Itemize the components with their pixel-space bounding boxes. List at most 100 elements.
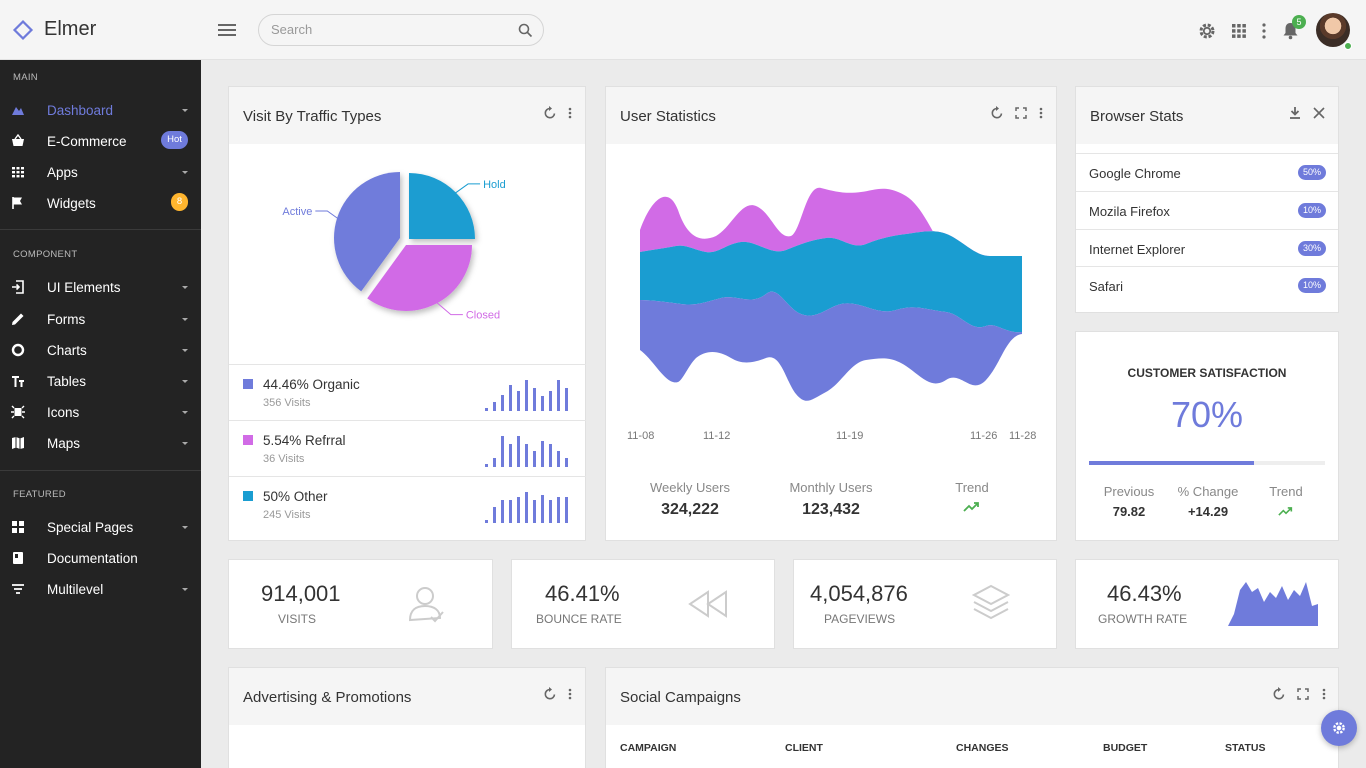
apps-grid-icon[interactable] <box>1231 23 1247 39</box>
growth-rate-label: GROWTH RATE <box>1098 612 1188 626</box>
legend-row-organic: 44.46% Organic 356 Visits <box>229 364 586 420</box>
x-axis-tick-label: 11-26 <box>970 430 998 442</box>
login-icon <box>12 280 24 294</box>
chevron-down-icon <box>182 588 188 591</box>
card-title: Social Campaigns <box>620 689 741 706</box>
more-vertical-icon[interactable] <box>567 687 573 701</box>
section-title-main: MAIN <box>13 72 38 83</box>
more-vertical-icon[interactable] <box>1321 687 1327 701</box>
flag-icon <box>12 197 22 209</box>
pages-icon <box>12 521 24 533</box>
bounce-rate-label: BOUNCE RATE <box>536 612 622 626</box>
card-title: Advertising & Promotions <box>243 689 412 706</box>
hot-badge: Hot <box>161 131 188 149</box>
card-header: Advertising & Promotions <box>229 668 585 725</box>
menu-toggle-icon[interactable] <box>218 24 236 39</box>
layers-icon <box>972 584 1010 620</box>
chevron-down-icon <box>182 380 188 383</box>
change-label: % Change <box>1177 484 1239 499</box>
book-icon <box>13 552 23 564</box>
more-vertical-icon[interactable] <box>1261 23 1267 39</box>
filter-list-icon <box>12 584 24 594</box>
more-vertical-icon[interactable] <box>567 106 573 120</box>
table-header-budget[interactable]: BUDGET <box>1103 742 1148 754</box>
refresh-icon[interactable] <box>1272 687 1286 701</box>
brand[interactable]: Elmer <box>12 18 96 41</box>
logo-icon <box>12 19 34 40</box>
sidebar-item-tables[interactable]: Tables <box>0 367 201 395</box>
browser-name: Safari <box>1089 279 1123 294</box>
pie-label-closed: Closed <box>466 310 500 322</box>
online-status-dot <box>1344 42 1352 50</box>
pie-slice-active <box>334 172 400 292</box>
sidebar-item-dashboard[interactable]: Dashboard <box>0 96 201 124</box>
legend-swatch <box>243 435 253 445</box>
user-statistics-card: User Statistics 11-08 11-12 11-19 11-26 … <box>605 86 1057 541</box>
refresh-icon[interactable] <box>543 106 557 120</box>
table-header-changes[interactable]: CHANGES <box>956 742 1009 754</box>
sidebar-item-icons[interactable]: Icons <box>0 398 201 426</box>
refresh-icon[interactable] <box>543 687 557 701</box>
chevron-down-icon <box>182 349 188 352</box>
fullscreen-icon[interactable] <box>1015 107 1027 119</box>
sidebar-item-widgets[interactable]: Widgets 8 <box>0 189 201 217</box>
browser-percent-badge: 10% <box>1297 278 1326 293</box>
sidebar-item-label: E-Commerce <box>47 134 127 149</box>
browser-percent-badge: 50% <box>1297 165 1326 180</box>
sidebar-item-special-pages[interactable]: Special Pages <box>0 513 201 541</box>
card-title: Visit By Traffic Types <box>243 108 382 125</box>
sidebar-item-label: Widgets <box>47 196 96 211</box>
bounce-rate-value: 46.41% <box>545 581 620 606</box>
card-header: Visit By Traffic Types <box>229 87 585 144</box>
x-axis-tick-label: 11-19 <box>836 430 864 442</box>
gear-icon[interactable] <box>1198 22 1216 40</box>
sidebar-item-forms[interactable]: Forms <box>0 305 201 333</box>
sidebar-item-multilevel[interactable]: Multilevel <box>0 575 201 603</box>
sidebar-item-charts[interactable]: Charts <box>0 336 201 364</box>
browser-percent-badge: 10% <box>1297 203 1326 218</box>
area-chart-icon <box>1228 582 1318 626</box>
pageviews-label: PAGEVIEWS <box>824 612 896 626</box>
satisfaction-progress-track <box>1089 461 1325 465</box>
sidebar-item-documentation[interactable]: Documentation <box>0 544 201 572</box>
chevron-down-icon <box>182 171 188 174</box>
settings-fab-button[interactable] <box>1321 710 1357 746</box>
stream-layer-blue <box>640 231 1022 333</box>
growth-rate-value: 46.43% <box>1107 581 1182 606</box>
table-header-campaign[interactable]: CAMPAIGN <box>620 742 677 754</box>
sidebar-divider <box>0 229 201 230</box>
sidebar-item-maps[interactable]: Maps <box>0 429 201 457</box>
section-title-component: COMPONENT <box>13 249 78 260</box>
sidebar-item-label: Icons <box>47 405 80 420</box>
chevron-down-icon <box>182 286 188 289</box>
card-title: Browser Stats <box>1090 108 1184 125</box>
browser-row-safari: Safari 10% <box>1076 266 1338 304</box>
card-header: Browser Stats <box>1076 87 1338 144</box>
table-header-client[interactable]: CLIENT <box>785 742 823 754</box>
visits-value: 914,001 <box>261 581 341 606</box>
download-icon[interactable] <box>1288 106 1302 120</box>
pageviews-stat-card: 4,054,876 PAGEVIEWS <box>793 559 1057 649</box>
sidebar-item-ui-elements[interactable]: UI Elements <box>0 273 201 301</box>
chevron-down-icon <box>182 318 188 321</box>
pencil-icon <box>12 313 24 325</box>
sidebar-item-apps[interactable]: Apps <box>0 158 201 186</box>
table-header-status[interactable]: STATUS <box>1225 742 1266 754</box>
sparkline-bars <box>485 436 568 467</box>
search-icon[interactable] <box>518 23 533 38</box>
search-input[interactable] <box>271 22 511 37</box>
traffic-pie-chart: Active Hold Closed <box>282 172 506 322</box>
chevron-down-icon <box>182 411 188 414</box>
fullscreen-icon[interactable] <box>1297 688 1309 700</box>
top-header: Elmer 5 <box>0 0 1366 60</box>
sidebar-item-e-commerce[interactable]: E-Commerce Hot <box>0 127 201 155</box>
legend-title: 44.46% Organic <box>263 377 360 392</box>
rewind-icon <box>688 590 727 618</box>
sidebar: MAIN Dashboard E-Commerce Hot Apps Widge… <box>0 60 201 768</box>
refresh-icon[interactable] <box>990 106 1004 120</box>
map-icon <box>12 437 24 449</box>
avatar[interactable] <box>1316 13 1350 47</box>
card-header: User Statistics <box>606 87 1056 144</box>
more-vertical-icon[interactable] <box>1038 106 1044 120</box>
close-icon[interactable] <box>1313 107 1325 119</box>
